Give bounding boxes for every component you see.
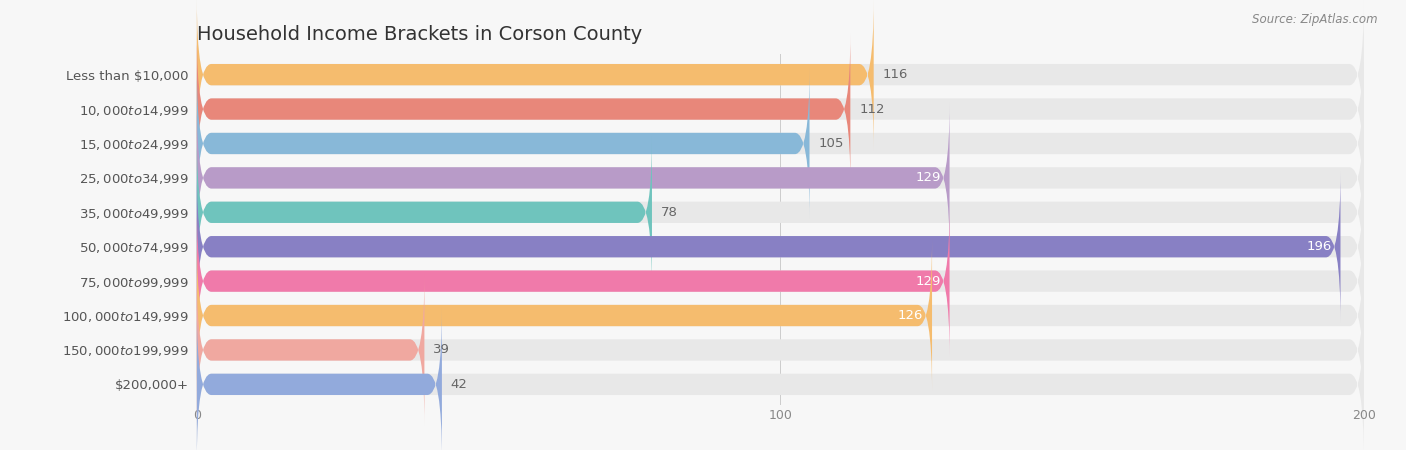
Text: 126: 126 [898, 309, 924, 322]
Text: 112: 112 [859, 103, 884, 116]
FancyBboxPatch shape [197, 34, 1364, 184]
Text: 129: 129 [915, 171, 941, 184]
Text: Source: ZipAtlas.com: Source: ZipAtlas.com [1253, 14, 1378, 27]
Text: 129: 129 [915, 274, 941, 288]
FancyBboxPatch shape [197, 34, 851, 184]
FancyBboxPatch shape [197, 103, 1364, 253]
FancyBboxPatch shape [197, 171, 1364, 322]
FancyBboxPatch shape [197, 0, 873, 150]
FancyBboxPatch shape [197, 274, 425, 425]
Text: 105: 105 [818, 137, 844, 150]
FancyBboxPatch shape [197, 240, 932, 391]
FancyBboxPatch shape [197, 274, 1364, 425]
FancyBboxPatch shape [197, 206, 949, 356]
FancyBboxPatch shape [197, 206, 1364, 356]
FancyBboxPatch shape [197, 309, 441, 450]
FancyBboxPatch shape [197, 68, 1364, 219]
Text: 116: 116 [883, 68, 908, 81]
Text: 78: 78 [661, 206, 678, 219]
Text: 39: 39 [433, 343, 450, 356]
FancyBboxPatch shape [197, 137, 1364, 288]
FancyBboxPatch shape [197, 240, 1364, 391]
Text: 42: 42 [451, 378, 468, 391]
FancyBboxPatch shape [197, 137, 652, 288]
FancyBboxPatch shape [197, 309, 1364, 450]
FancyBboxPatch shape [197, 103, 949, 253]
FancyBboxPatch shape [197, 68, 810, 219]
FancyBboxPatch shape [197, 171, 1340, 322]
Text: Household Income Brackets in Corson County: Household Income Brackets in Corson Coun… [197, 25, 643, 44]
Text: 196: 196 [1306, 240, 1331, 253]
FancyBboxPatch shape [197, 0, 1364, 150]
